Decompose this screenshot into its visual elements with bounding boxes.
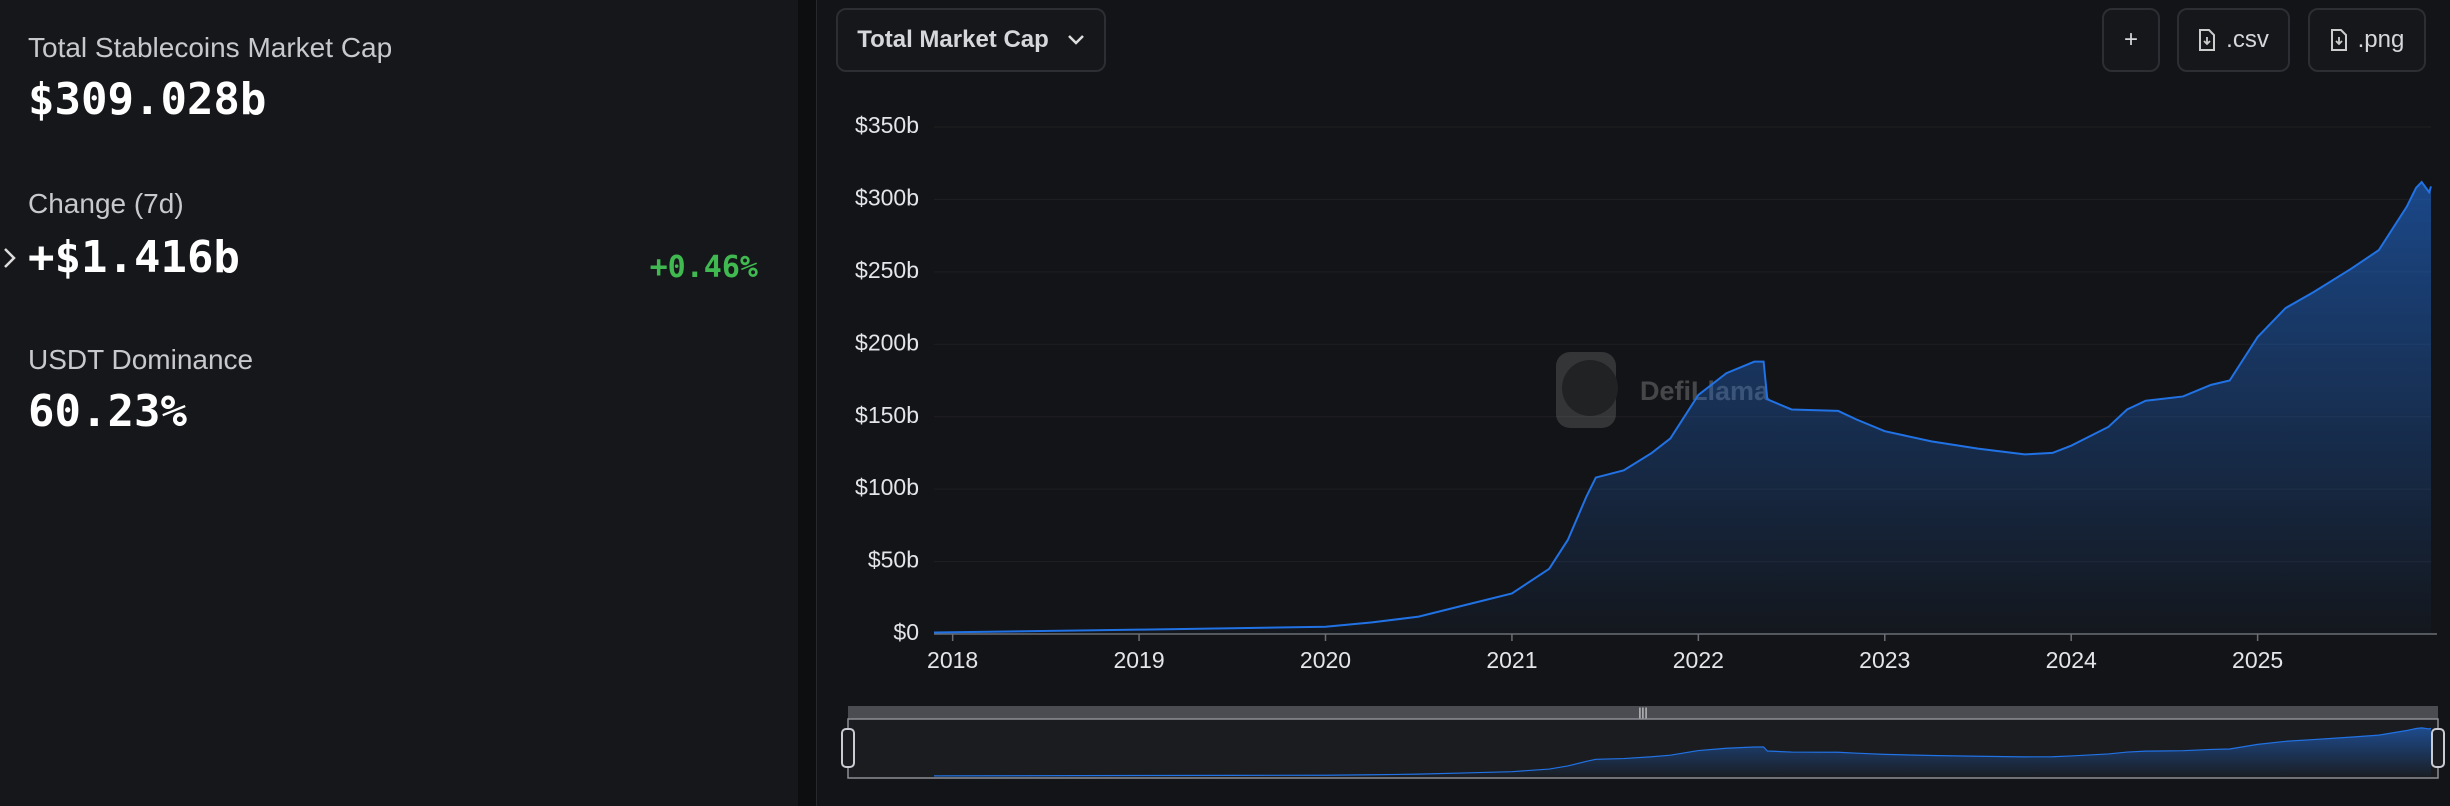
y-tick-label: $150b <box>855 402 919 428</box>
navigator-handle[interactable] <box>2431 728 2445 768</box>
stats-panel: Total Stablecoins Market Cap $309.028b C… <box>0 0 798 806</box>
stat-label: Total Stablecoins Market Cap <box>28 32 393 63</box>
series-line <box>933 180 2432 634</box>
x-tick-label: 2024 <box>2046 647 2097 673</box>
file-icon <box>2330 29 2347 51</box>
expand-chevron[interactable] <box>2 246 18 270</box>
dropdown-label: Total Market Cap <box>857 26 1049 53</box>
grip-icon: ||| <box>1638 705 1647 719</box>
y-tick-label: $50b <box>868 547 919 573</box>
stat-change: +0.46% <box>649 250 758 285</box>
navigator-area <box>934 727 2431 776</box>
x-tick-label: 2018 <box>927 647 978 673</box>
x-tick-label: 2020 <box>1300 647 1351 673</box>
button-label: .csv <box>2226 26 2269 53</box>
navigator-line <box>933 727 2432 777</box>
stat-value: +$1.416b <box>28 232 240 283</box>
x-tick-label: 2022 <box>1673 647 1724 673</box>
navigator-handle[interactable] <box>841 728 855 768</box>
y-tick-label: $0 <box>893 619 919 645</box>
navigator-grip[interactable] <box>848 706 2438 719</box>
y-tick-label: $300b <box>855 185 919 211</box>
stat-label: USDT Dominance <box>28 344 254 375</box>
y-tick-label: $200b <box>855 329 919 355</box>
y-tick-label: $350b <box>855 112 919 138</box>
button-label: .png <box>2357 26 2405 53</box>
png-button[interactable]: .png <box>2308 8 2426 72</box>
button-label: + <box>2123 26 2138 53</box>
y-tick-label: $250b <box>855 257 919 283</box>
x-tick-label: 2021 <box>1486 647 1537 673</box>
y-tick-label: $100b <box>855 474 919 500</box>
stat-label: Change (7d) <box>28 188 184 219</box>
stat-value: $309.028b <box>28 74 267 125</box>
watermark-logo <box>1556 352 1618 428</box>
x-tick-label: 2023 <box>1859 647 1910 673</box>
x-tick-label: 2025 <box>2232 647 2283 673</box>
add-button[interactable]: + <box>2102 8 2160 72</box>
series-area <box>934 182 2431 634</box>
x-tick-label: 2019 <box>1113 647 1164 673</box>
metric-dropdown[interactable]: Total Market Cap <box>836 8 1106 72</box>
dropdown-chevron <box>1067 35 1084 45</box>
csv-button[interactable]: .csv <box>2177 8 2290 72</box>
file-icon <box>2199 29 2216 51</box>
stat-value: 60.23% <box>28 386 187 437</box>
